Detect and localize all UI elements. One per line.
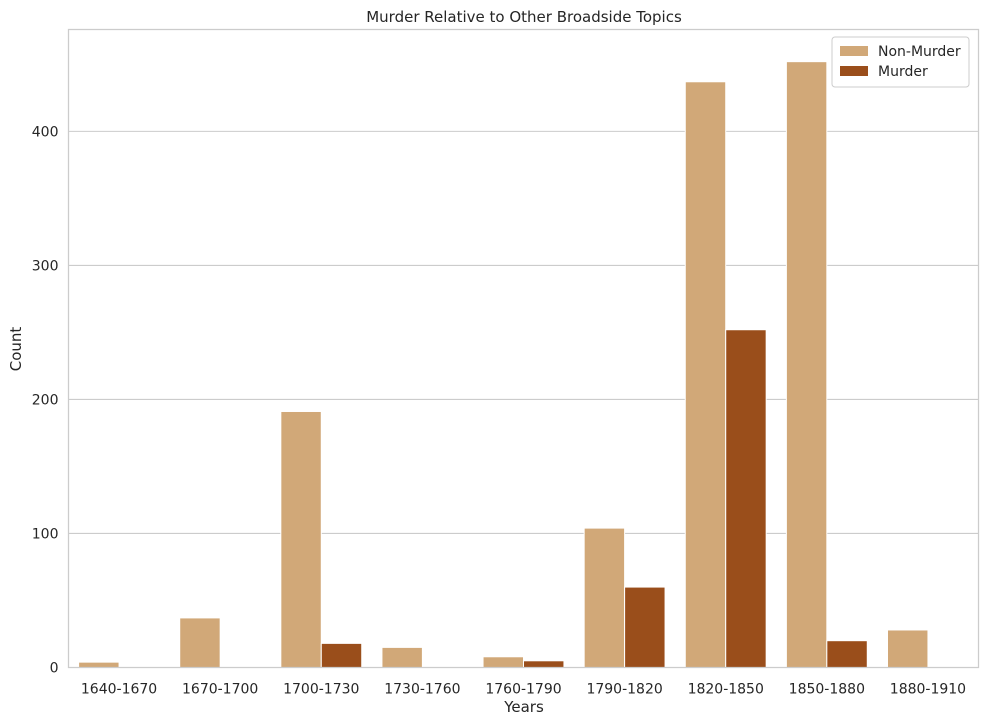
y-tick-labels: 0 100 200 300 400 xyxy=(32,124,59,676)
bar-non-murder-1730-1760 xyxy=(381,646,423,668)
legend-swatch-murder xyxy=(840,66,868,76)
x-tick-label: 1790-1820 xyxy=(586,682,662,698)
x-tick-label: 1640-1670 xyxy=(81,682,157,698)
bar-murder-1700-1730 xyxy=(320,642,363,669)
bar-murder-1850-1880 xyxy=(826,640,868,669)
bar-non-murder-1880-1910 xyxy=(887,629,929,668)
y-tick-label: 200 xyxy=(32,392,59,408)
plot-frame xyxy=(67,28,980,669)
x-tick-label: 1730-1760 xyxy=(384,682,460,698)
x-tick-labels: 1640-1670 1670-1700 1700-1730 1730-1760 1760… xyxy=(81,682,966,698)
y-tick-label: 400 xyxy=(32,124,59,140)
legend-label-murder: Murder xyxy=(878,64,928,80)
x-tick-label: 1760-1790 xyxy=(485,682,561,698)
x-tick-label: 1820-1850 xyxy=(688,682,764,698)
x-axis-label: Years xyxy=(503,698,544,716)
x-tick-label: 1850-1880 xyxy=(789,682,865,698)
bar-non-murder-1790-1820 xyxy=(583,527,626,668)
legend: Non-Murder Murder xyxy=(831,36,970,88)
bars xyxy=(78,61,929,669)
legend-label-non-murder: Non-Murder xyxy=(878,44,961,60)
legend-swatch-non-murder xyxy=(840,46,868,56)
bar-non-murder-1640-1670 xyxy=(78,661,120,669)
y-tick-label: 100 xyxy=(32,526,59,542)
gridlines xyxy=(68,130,979,669)
x-tick-label: 1670-1700 xyxy=(182,682,258,698)
bar-non-murder-1820-1850 xyxy=(684,81,727,668)
bar-non-murder-1760-1790 xyxy=(482,656,524,668)
bar-non-murder-1700-1730 xyxy=(280,410,322,668)
x-tick-label: 1700-1730 xyxy=(283,682,359,698)
bar-non-murder-1850-1880 xyxy=(785,61,828,668)
y-tick-label: 300 xyxy=(32,258,59,274)
x-tick-label: 1880-1910 xyxy=(890,682,966,698)
bar-non-murder-1670-1700 xyxy=(179,617,221,669)
bar-murder-1760-1790 xyxy=(523,660,565,669)
bar-murder-1820-1850 xyxy=(725,329,767,668)
y-tick-label: 0 xyxy=(50,661,59,677)
bar-murder-1790-1820 xyxy=(624,586,666,668)
chart-title: Murder Relative to Other Broadside Topic… xyxy=(366,8,682,26)
y-axis-label: Count xyxy=(7,327,25,372)
